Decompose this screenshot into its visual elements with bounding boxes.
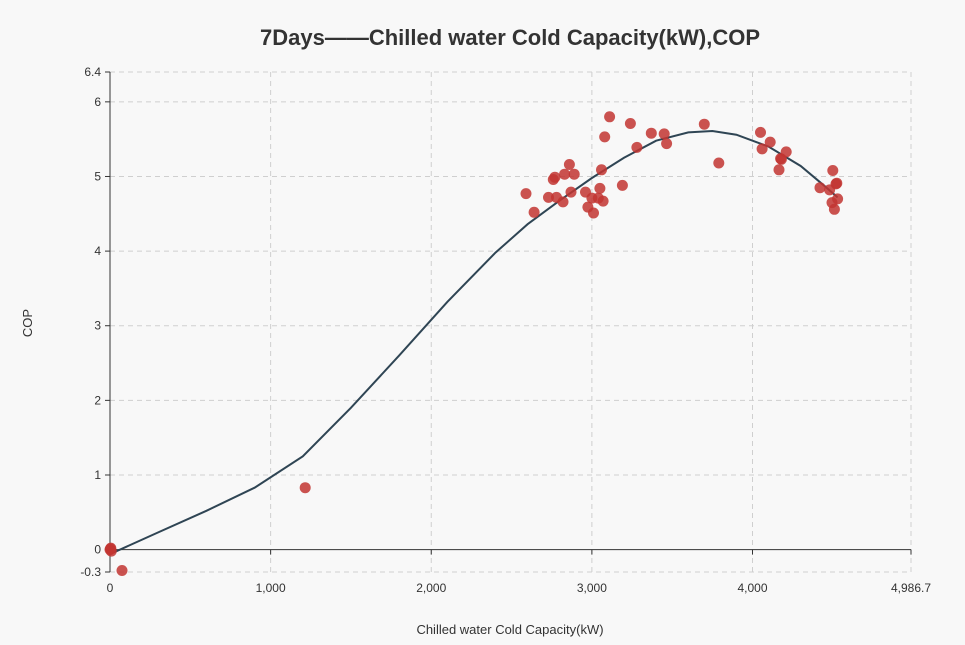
data-point[interactable]	[520, 188, 532, 200]
data-point[interactable]	[624, 118, 636, 129]
data-point[interactable]	[661, 138, 673, 150]
data-point[interactable]	[616, 179, 628, 191]
data-point[interactable]	[698, 118, 710, 130]
data-point[interactable]	[831, 177, 843, 189]
data-point[interactable]	[565, 186, 577, 198]
y-tick-label: 1	[94, 468, 101, 482]
data-point[interactable]	[597, 195, 609, 207]
data-point[interactable]	[557, 196, 569, 208]
data-point[interactable]	[645, 127, 657, 139]
data-point[interactable]	[549, 171, 561, 183]
y-tick-label: 4	[94, 244, 101, 258]
x-tick-label: 4,986.7	[891, 581, 931, 595]
data-point[interactable]	[299, 482, 311, 494]
data-point[interactable]	[559, 168, 571, 180]
y-tick-label: 3	[94, 319, 101, 333]
data-point[interactable]	[588, 207, 599, 219]
data-point[interactable]	[604, 111, 616, 123]
data-point[interactable]	[599, 131, 611, 143]
scatter-layer	[104, 111, 844, 576]
data-point[interactable]	[814, 182, 826, 194]
fit-line-layer	[109, 129, 839, 556]
data-point[interactable]	[105, 543, 116, 555]
data-point[interactable]	[713, 157, 725, 169]
data-point[interactable]	[543, 191, 554, 203]
y-tick-label: 6	[94, 95, 101, 109]
x-tick-label: 2,000	[416, 581, 446, 595]
data-point[interactable]	[755, 126, 766, 138]
data-point[interactable]	[594, 182, 606, 194]
data-point[interactable]	[116, 565, 128, 576]
y-tick-label: 0	[94, 543, 101, 557]
y-tick-label: 5	[94, 169, 101, 183]
data-point[interactable]	[832, 193, 844, 205]
data-point[interactable]	[528, 206, 540, 218]
data-point[interactable]	[773, 164, 785, 176]
data-point[interactable]	[658, 128, 670, 140]
fit-line	[109, 129, 839, 556]
data-point[interactable]	[596, 164, 607, 176]
data-point[interactable]	[827, 165, 839, 176]
data-point[interactable]	[828, 203, 840, 215]
x-tick-label: 4,000	[737, 581, 767, 595]
x-tick-label: 3,000	[577, 581, 607, 595]
data-point[interactable]	[756, 143, 768, 155]
data-point[interactable]	[568, 168, 580, 180]
axes: 0 1,000 2,000 3,000 4,000 4,986.7 -0.3 0 1 2 3 4 5 6 6…	[80, 65, 931, 595]
data-point[interactable]	[631, 141, 643, 153]
y-tick-label: 6.4	[84, 65, 101, 79]
y-axis-label: COP	[20, 309, 35, 337]
x-tick-label: 0	[107, 581, 114, 595]
data-point[interactable]	[764, 136, 776, 148]
data-point[interactable]	[563, 159, 575, 170]
y-tick-label: 2	[94, 393, 101, 407]
data-point[interactable]	[780, 146, 792, 158]
grid	[110, 71, 912, 573]
y-tick-label: -0.3	[80, 565, 101, 579]
chart-title: 7Days——Chilled water Cold Capacity(kW),C…	[260, 25, 760, 50]
x-axis-label: Chilled water Cold Capacity(kW)	[416, 622, 603, 637]
x-tick-label: 1,000	[256, 581, 286, 595]
